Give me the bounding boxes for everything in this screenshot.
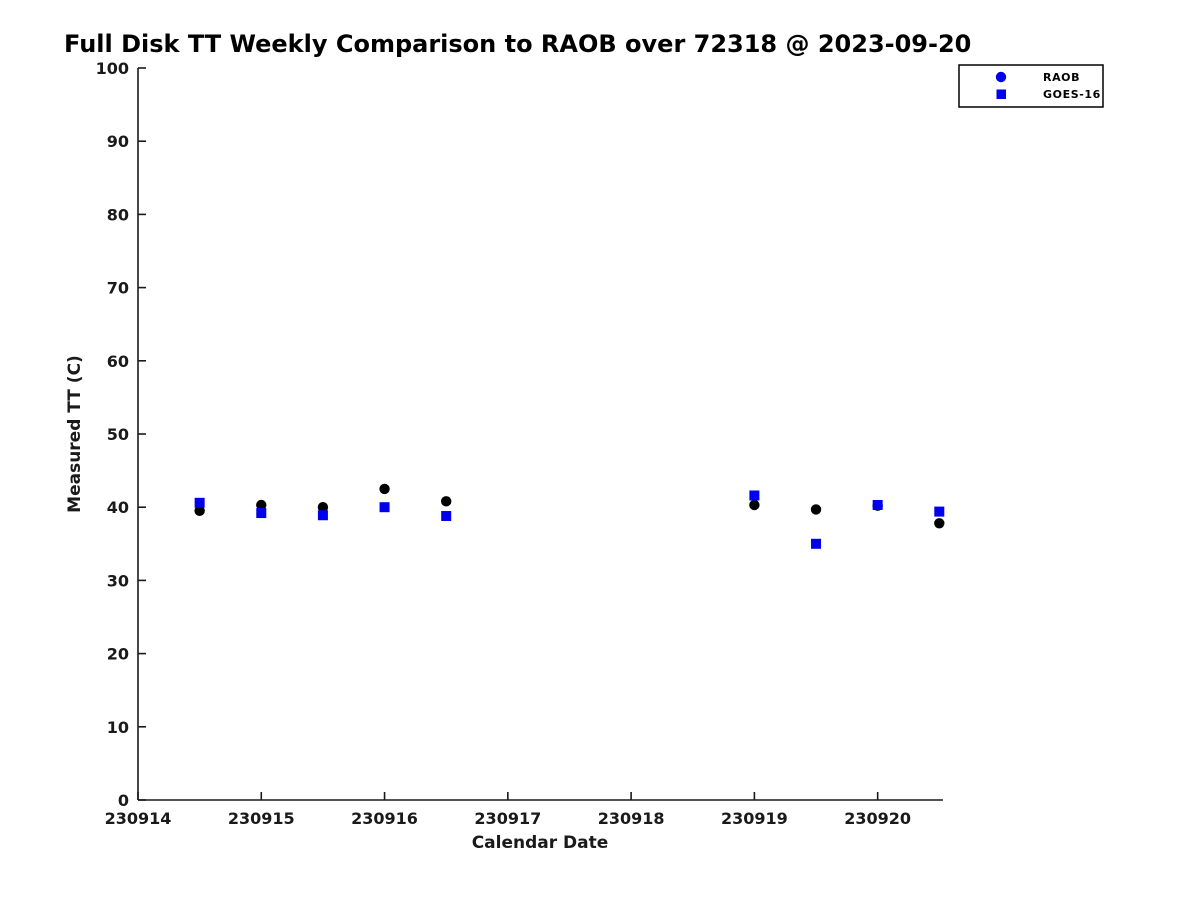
data-point-goes-16 <box>256 508 267 519</box>
y-tick-label: 30 <box>107 571 129 590</box>
data-point-goes-16 <box>441 510 452 521</box>
data-point-goes-16 <box>194 497 205 508</box>
y-tick-label: 40 <box>107 498 129 517</box>
x-tick-label: 230919 <box>721 809 788 828</box>
x-tick-label: 230915 <box>228 809 295 828</box>
y-tick-label: 70 <box>107 279 129 298</box>
data-point-raob <box>934 518 945 529</box>
data-point-raob <box>440 496 452 507</box>
data-point-raob <box>749 499 760 511</box>
legend-goes16-label: GOES-16 <box>1043 88 1101 101</box>
y-axis-label: Measured TT (C) <box>65 355 85 513</box>
x-tick-label: 230914 <box>105 809 172 828</box>
y-tick-label: 60 <box>107 352 129 371</box>
data-point-goes-16 <box>317 510 328 521</box>
data-point-goes-16 <box>749 490 760 501</box>
data-point-raob <box>256 499 267 511</box>
y-tick-label: 80 <box>107 205 129 224</box>
legend-goes16-marker-icon <box>996 89 1006 99</box>
data-point-goes-16 <box>934 506 945 517</box>
x-tick-label: 230920 <box>844 809 911 828</box>
x-tick-label: 230916 <box>351 809 418 828</box>
chart-title: Full Disk TT Weekly Comparison to RAOB o… <box>64 30 971 58</box>
legend-raob-label: RAOB <box>1043 71 1080 84</box>
y-tick-label: 100 <box>96 59 129 78</box>
y-tick-label: 0 <box>118 791 129 810</box>
legend: RAOB GOES-16 <box>958 64 1104 108</box>
y-tick-label: 90 <box>107 132 129 151</box>
data-point-goes-16 <box>811 538 822 549</box>
x-tick-label: 230918 <box>598 809 665 828</box>
y-tick-label: 20 <box>107 645 129 664</box>
legend-raob-marker-icon <box>995 71 1007 83</box>
data-point-raob <box>317 502 329 513</box>
data-points <box>194 483 945 549</box>
data-point-goes-16 <box>379 502 390 513</box>
data-point-raob <box>379 483 390 495</box>
x-axis-label: Calendar Date <box>472 833 609 853</box>
data-point-raob <box>810 504 822 515</box>
y-tick-label: 10 <box>107 718 129 737</box>
y-tick-label: 50 <box>107 425 129 444</box>
legend-box <box>958 64 1104 108</box>
data-point-goes-16 <box>872 500 883 511</box>
data-point-raob <box>194 505 205 517</box>
axis-ticks: 230914 230915 230916 230917 230918 230919 2309… <box>96 59 911 828</box>
x-tick-label: 230917 <box>474 809 541 828</box>
